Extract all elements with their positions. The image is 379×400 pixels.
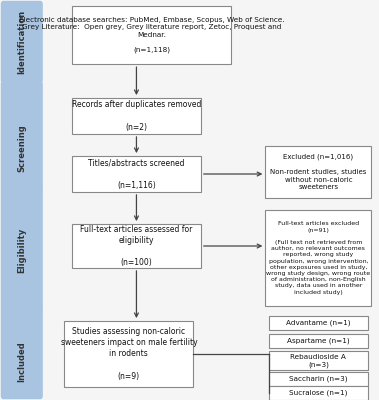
Text: Excluded (n=1,016)

Non-rodent studies, studies
without non-caloric
sweeteners: Excluded (n=1,016) Non-rodent studies, s…	[270, 154, 366, 190]
Text: Saccharin (n=3): Saccharin (n=3)	[289, 376, 348, 382]
FancyBboxPatch shape	[1, 1, 43, 83]
FancyBboxPatch shape	[269, 316, 368, 330]
Text: Eligibility: Eligibility	[17, 227, 26, 273]
FancyBboxPatch shape	[1, 305, 43, 399]
FancyBboxPatch shape	[1, 81, 43, 191]
Text: Full-text articles excluded
(n=91)

(Full text not retrieved from
author, no rel: Full-text articles excluded (n=91) (Full…	[266, 221, 370, 294]
FancyBboxPatch shape	[269, 334, 368, 348]
Text: Included: Included	[17, 342, 26, 382]
Text: Electronic database searches: PubMed, Embase, Scopus, Web of Science.
Grey Liter: Electronic database searches: PubMed, Em…	[19, 17, 284, 54]
FancyBboxPatch shape	[269, 351, 368, 370]
FancyBboxPatch shape	[64, 321, 193, 387]
FancyBboxPatch shape	[1, 187, 43, 309]
Text: Aspartame (n=1): Aspartame (n=1)	[287, 338, 350, 344]
FancyBboxPatch shape	[269, 386, 368, 400]
FancyBboxPatch shape	[72, 98, 201, 134]
Text: Titles/abstracts screened

(n=1,116): Titles/abstracts screened (n=1,116)	[88, 158, 185, 190]
FancyBboxPatch shape	[72, 6, 231, 64]
FancyBboxPatch shape	[265, 210, 371, 306]
Text: Screening: Screening	[17, 124, 26, 172]
Text: Sucralose (n=1): Sucralose (n=1)	[289, 390, 348, 396]
Text: Rebaudioside A
(n=3): Rebaudioside A (n=3)	[290, 354, 346, 368]
Text: Records after duplicates removed

(n=2): Records after duplicates removed (n=2)	[72, 100, 201, 132]
FancyBboxPatch shape	[72, 224, 201, 268]
Text: Advantame (n=1): Advantame (n=1)	[286, 320, 351, 326]
FancyBboxPatch shape	[265, 146, 371, 198]
FancyBboxPatch shape	[269, 372, 368, 386]
Text: Studies assessing non-caloric
sweeteners impact on male fertility
in rodents

(n: Studies assessing non-caloric sweeteners…	[61, 327, 197, 381]
Text: Identification: Identification	[17, 10, 26, 74]
Text: Full-text articles assessed for
eligibility

(n=100): Full-text articles assessed for eligibil…	[80, 225, 193, 267]
FancyBboxPatch shape	[72, 156, 201, 192]
